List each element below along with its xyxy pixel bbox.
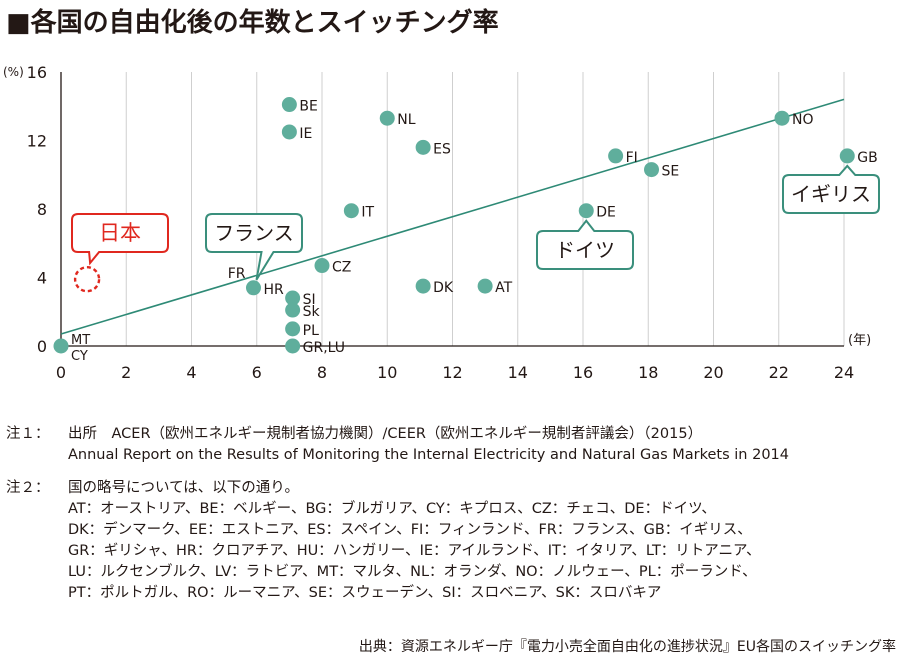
y-tick-label: 16 xyxy=(27,63,47,82)
data-point xyxy=(578,203,594,219)
point-label: DK xyxy=(433,280,454,296)
country-callout-box xyxy=(536,219,634,270)
data-point xyxy=(608,148,624,164)
point-label: MT xyxy=(71,333,90,348)
country-callout-label: イギリス xyxy=(791,182,871,206)
x-tick-label: 10 xyxy=(377,363,397,382)
y-tick-label: 8 xyxy=(37,200,47,219)
point-label: NL xyxy=(397,112,415,128)
note-1-head: 注１： xyxy=(6,426,50,442)
data-point xyxy=(285,338,301,354)
note-2-body: 国の略号については、以下の通り。 AT：オーストリア、BE：ベルギー、BG：ブル… xyxy=(68,478,901,604)
country-code-line: GR：ギリシャ、HR：クロアチア、HU：ハンガリー、IE：アイルランド、IT：イ… xyxy=(68,543,761,559)
notes: 注１： 出所 ACER（欧州エネルギー規制者協力機関）/CEER（欧州エネルギー… xyxy=(6,424,901,604)
data-point xyxy=(774,110,790,126)
y-axis-unit: (%) xyxy=(3,65,24,79)
point-label: IT xyxy=(361,205,374,221)
x-tick-label: 4 xyxy=(186,363,196,382)
point-label: IE xyxy=(299,126,312,142)
x-tick-label: 14 xyxy=(508,363,528,382)
japan-callout-label: 日本 xyxy=(99,221,141,245)
point-label: CY xyxy=(71,349,88,364)
x-tick-label: 6 xyxy=(252,363,262,382)
y-tick-label: 0 xyxy=(37,337,47,356)
country-code-line: LU：ルクセンブルク、LV：ラトビア、MT：マルタ、NL：オランダ、NO：ノルウ… xyxy=(68,564,757,580)
country-code-line: DK：デンマーク、EE：エストニア、ES：スペイン、FI：フィンランド、FR：フ… xyxy=(68,522,752,538)
data-point xyxy=(415,278,431,294)
point-label: ES xyxy=(433,141,451,157)
point-label: FI xyxy=(626,150,638,166)
note-2-head: 注２： xyxy=(6,480,50,496)
note-1-body: 出所 ACER（欧州エネルギー規制者協力機関）/CEER（欧州エネルギー規制者評… xyxy=(68,424,901,466)
x-tick-label: 22 xyxy=(769,363,789,382)
point-label: SE xyxy=(662,164,680,180)
y-tick-label: 4 xyxy=(37,269,47,288)
point-label: SI xyxy=(303,292,316,308)
y-tick-label: 12 xyxy=(27,132,47,151)
point-label: DE xyxy=(596,205,616,221)
data-point xyxy=(839,148,855,164)
point-label: CZ xyxy=(332,260,351,276)
note-1-line: 出所 ACER（欧州エネルギー規制者協力機関）/CEER（欧州エネルギー規制者評… xyxy=(68,426,703,442)
x-tick-label: 0 xyxy=(56,363,66,382)
point-label: HR xyxy=(263,282,284,298)
data-point xyxy=(644,162,660,178)
country-callout-box xyxy=(782,164,880,214)
trend-line xyxy=(60,98,845,335)
country-code-line: AT：オーストリア、BE：ベルギー、BG：ブルガリア、CY：キプロス、CZ：チェ… xyxy=(68,501,716,517)
x-tick-label: 2 xyxy=(121,363,131,382)
x-tick-label: 8 xyxy=(317,363,327,382)
note-2-intro: 国の略号については、以下の通り。 xyxy=(68,480,299,496)
data-point xyxy=(477,278,493,294)
country-callout-label: ドイツ xyxy=(555,238,615,262)
data-point xyxy=(53,338,69,354)
country-callout-label: フランス xyxy=(214,221,294,245)
point-label: Sk xyxy=(303,304,321,320)
note-1: 注１： 出所 ACER（欧州エネルギー規制者協力機関）/CEER（欧州エネルギー… xyxy=(6,424,901,466)
x-tick-label: 12 xyxy=(442,363,462,382)
country-callout-box xyxy=(205,213,303,281)
data-point xyxy=(281,97,297,113)
data-point xyxy=(281,124,297,140)
note-2: 注２： 国の略号については、以下の通り。 AT：オーストリア、BE：ベルギー、B… xyxy=(6,478,901,604)
x-tick-label: 20 xyxy=(703,363,723,382)
point-label: GB xyxy=(857,150,877,166)
point-label: NO xyxy=(792,112,814,128)
point-label: BE xyxy=(299,99,317,115)
x-tick-label: 18 xyxy=(638,363,658,382)
x-tick-label: 24 xyxy=(834,363,854,382)
data-point xyxy=(285,302,301,318)
point-label: PL xyxy=(303,323,319,339)
note-1-line: Annual Report on the Results of Monitori… xyxy=(68,447,789,463)
data-point xyxy=(314,258,330,274)
data-point xyxy=(415,139,431,155)
source-credit: 出典：資源エネルギー庁『電力小売全面自由化の進捗状況』EU各国のスイッチング率 xyxy=(358,639,896,655)
point-label: AT xyxy=(495,280,512,296)
data-point xyxy=(285,321,301,337)
page-title: ■各国の自由化後の年数とスイッチング率 xyxy=(6,8,499,38)
data-point xyxy=(343,203,359,219)
data-point xyxy=(379,110,395,126)
data-point xyxy=(245,280,261,296)
x-axis-unit: (年) xyxy=(848,333,871,348)
japan-callout-box xyxy=(71,213,169,266)
country-code-line: PT：ポルトガル、RO：ルーマニア、SE：スウェーデン、SI：スロベニア、SK：… xyxy=(68,585,662,601)
japan-marker xyxy=(73,266,101,293)
point-label: FR xyxy=(228,266,246,282)
x-tick-label: 16 xyxy=(573,363,593,382)
point-label: GR,LU xyxy=(303,340,345,356)
data-point xyxy=(285,290,301,306)
